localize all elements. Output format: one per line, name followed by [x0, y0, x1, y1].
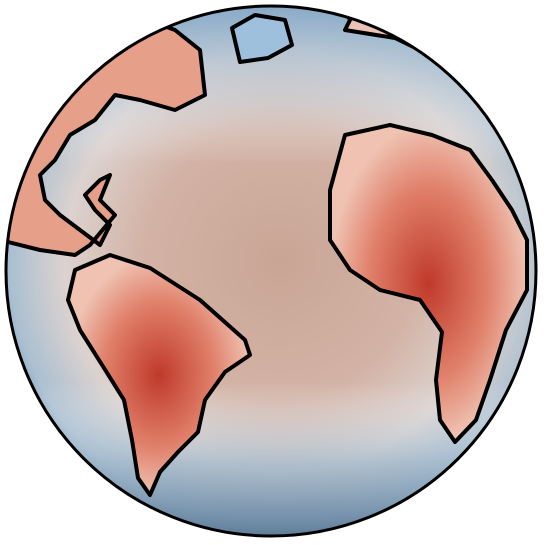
globe-outline	[4, 4, 538, 538]
south-america	[66, 253, 252, 497]
africa	[328, 123, 529, 444]
greenland	[230, 13, 294, 64]
